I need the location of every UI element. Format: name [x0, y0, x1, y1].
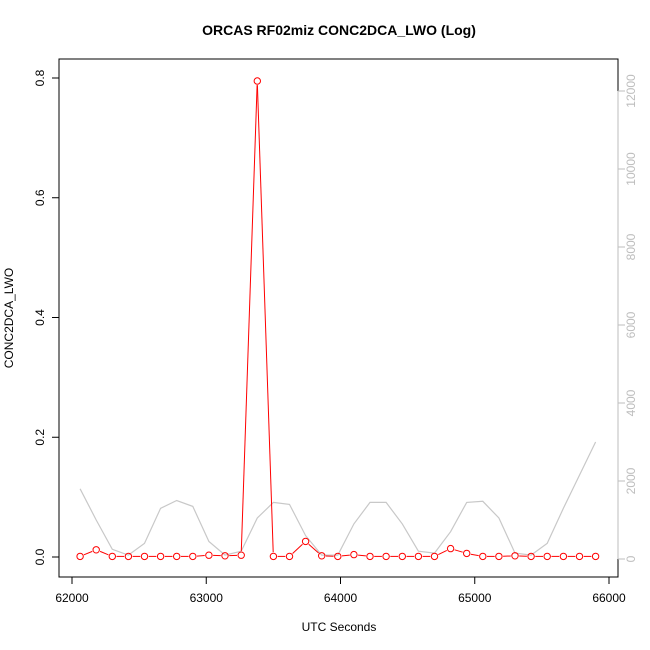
series-primary-point — [527, 552, 535, 561]
y-axis-label: CONC2DCA_LWO — [2, 268, 16, 368]
y2-tick-label: 12000 — [624, 74, 638, 108]
series-primary-segment — [83, 550, 93, 556]
series-primary-segment — [454, 549, 463, 553]
y2-tick-label: 10000 — [624, 152, 638, 186]
series-primary-segment — [470, 553, 479, 557]
y2-tick-label: 2000 — [624, 467, 638, 494]
series-primary-point — [301, 537, 310, 546]
series-primary-point — [559, 552, 568, 561]
series-primary-point — [205, 551, 213, 559]
series-primary-point — [463, 549, 471, 558]
series-primary — [76, 77, 600, 561]
x-tick-label: 63000 — [190, 591, 224, 605]
series-primary-point — [189, 552, 197, 561]
y-tick-label: 0.6 — [33, 189, 47, 206]
y2-tick-label: 6000 — [624, 311, 638, 338]
series-primary-point — [140, 552, 149, 561]
series-primary-point — [414, 552, 423, 561]
plot-border — [58, 58, 619, 578]
y-tick-label: 0.0 — [33, 548, 47, 565]
series-primary-point — [495, 552, 503, 561]
x-tick-label: 62000 — [55, 591, 89, 605]
series-primary-segment — [240, 85, 258, 552]
series-primary-point — [350, 550, 358, 559]
y2-tick-label: 0 — [624, 555, 638, 562]
y-axis-left: 0.0 0.2 0.4 0.6 0.8 — [33, 69, 60, 565]
series-primary-segment — [308, 543, 319, 554]
series-primary-point — [76, 552, 84, 561]
series-primary-point — [221, 552, 229, 560]
series-primary-point — [575, 552, 584, 561]
series-primary-point — [398, 552, 406, 561]
y-tick-label: 0.8 — [33, 69, 47, 86]
y-tick-label: 0.2 — [33, 429, 47, 446]
series-primary-point — [446, 544, 455, 553]
series-primary-point — [156, 552, 165, 561]
y-tick-label: 0.4 — [33, 309, 47, 326]
series-primary-point — [591, 552, 600, 561]
series-primary-point — [543, 552, 551, 561]
series-primary-point — [285, 552, 294, 561]
series-primary-point — [334, 552, 342, 561]
x-tick-label: 64000 — [324, 591, 358, 605]
series-primary-point — [318, 552, 326, 560]
y2-tick-label: 8000 — [624, 233, 638, 260]
series-primary-point — [479, 552, 487, 561]
series-primary-point — [108, 552, 117, 561]
series-primary-segment — [438, 549, 448, 556]
x-axis-label: UTC Seconds — [302, 620, 377, 634]
y-axis-right: 0 2000 4000 6000 8000 10000 12000 — [617, 74, 638, 562]
x-axis: 62000 63000 64000 65000 66000 — [55, 576, 626, 605]
series-primary-segment — [358, 554, 366, 557]
series-primary-point — [253, 77, 261, 85]
series-primary-point — [269, 552, 278, 561]
series-primary-segment — [292, 543, 303, 554]
plot-frame — [58, 58, 619, 578]
y2-tick-label: 4000 — [624, 389, 638, 416]
series-primary-point — [92, 546, 100, 554]
series-primary-point — [237, 551, 245, 559]
x-tick-label: 65000 — [458, 591, 492, 605]
series-primary-point — [511, 552, 519, 560]
series-primary-point — [366, 552, 374, 561]
series-primary-segment — [196, 555, 205, 557]
series-primary-segment — [99, 550, 109, 556]
series-primary-point — [430, 552, 439, 561]
series-primary-segment — [341, 554, 350, 557]
chart-title: ORCAS RF02miz CONC2DCA_LWO (Log) — [202, 22, 476, 38]
series-primary-point — [124, 552, 133, 561]
series-primary-point — [173, 552, 181, 561]
series-secondary — [79, 441, 597, 556]
series-primary-segment — [256, 85, 274, 553]
x-tick-label: 66000 — [592, 591, 626, 605]
series-primary-point — [382, 552, 390, 561]
series-secondary-line — [79, 441, 597, 556]
